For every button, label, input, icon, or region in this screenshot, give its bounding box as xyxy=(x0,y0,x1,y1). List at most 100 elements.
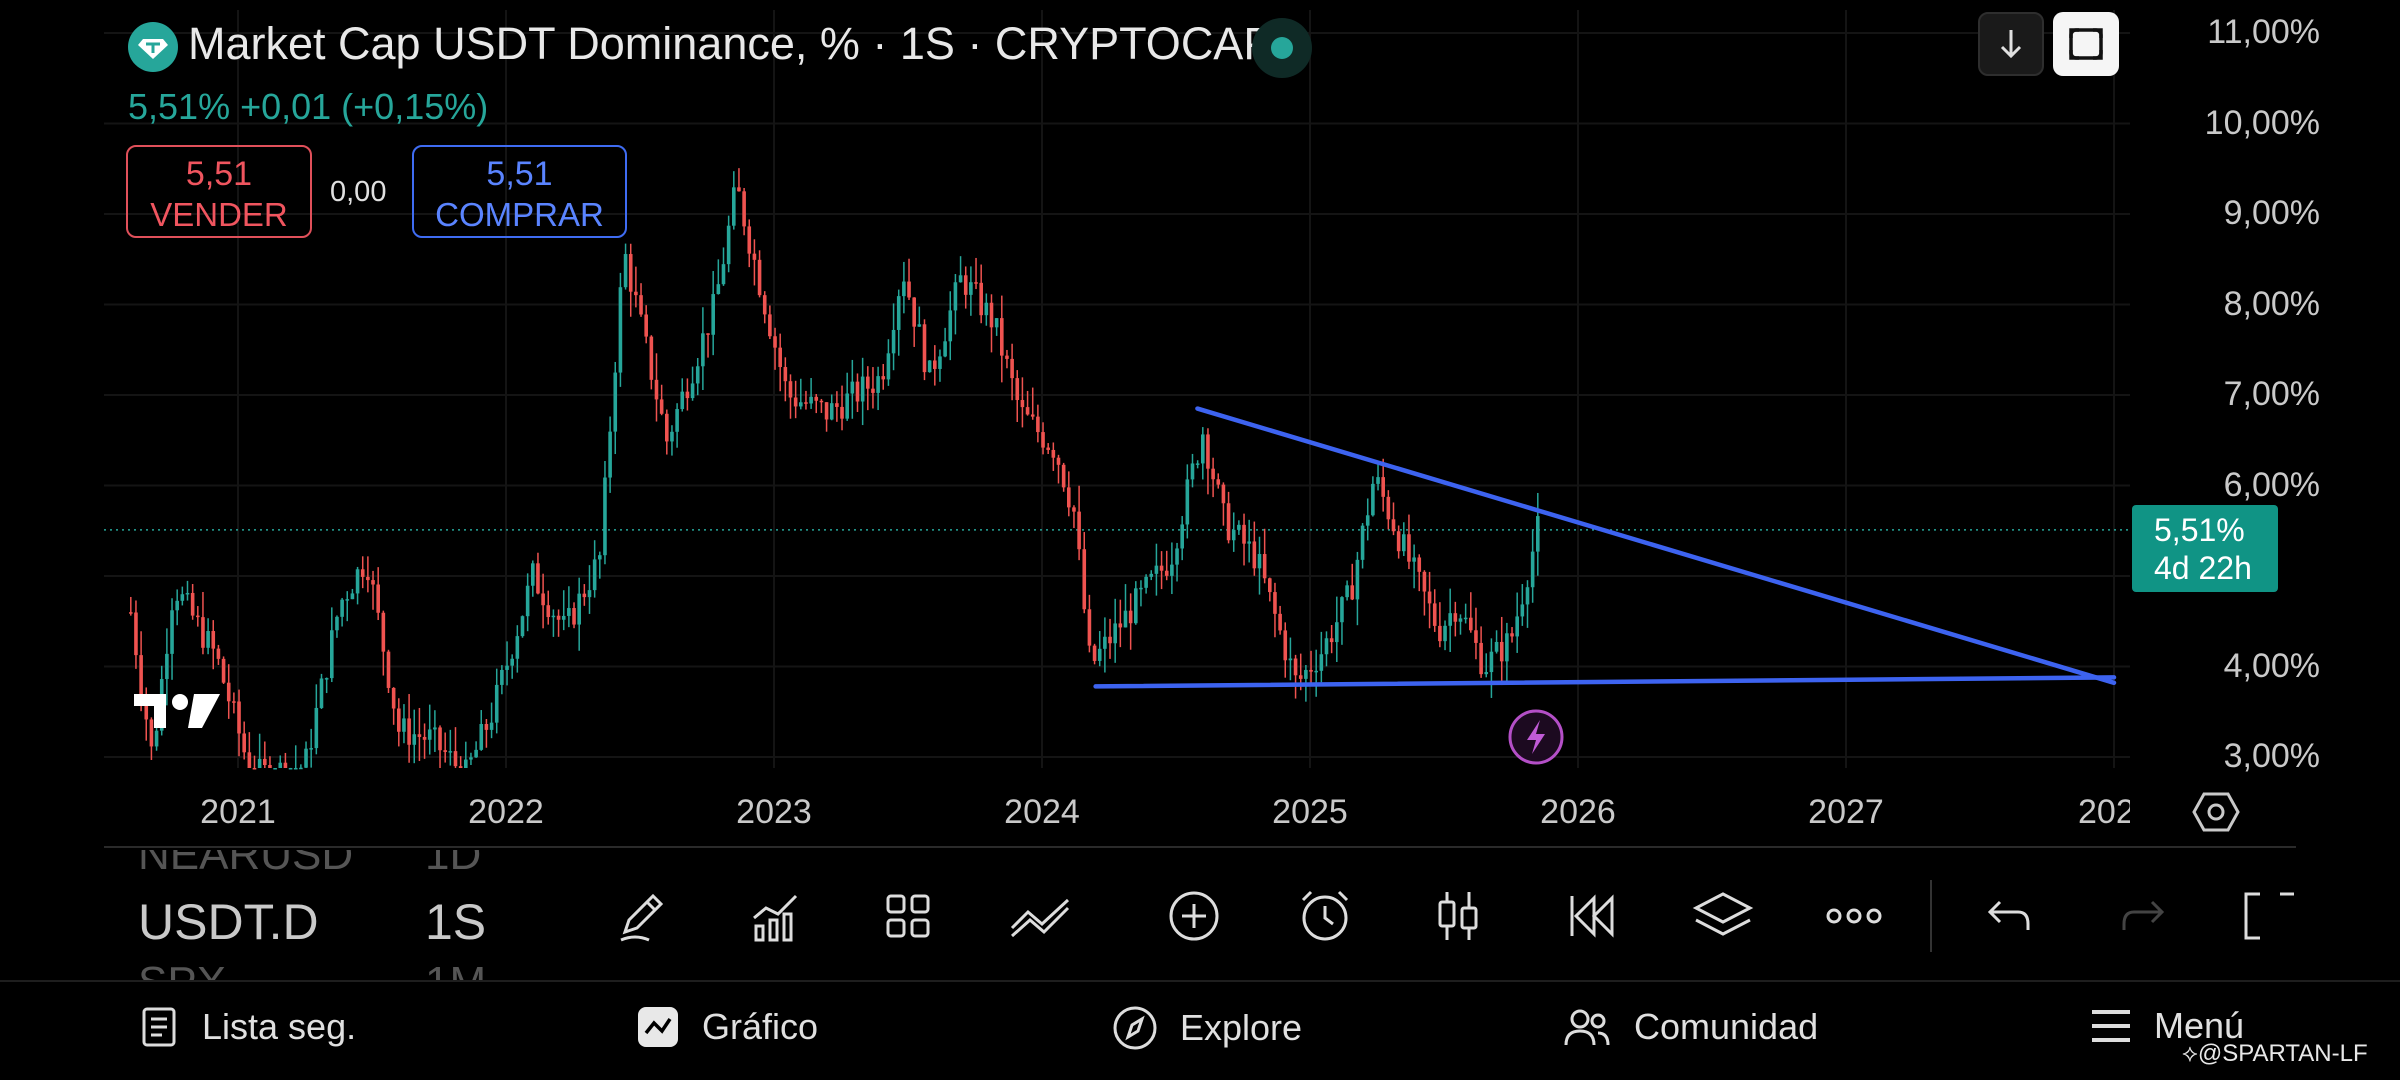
candle-body xyxy=(747,226,752,254)
templates-icon[interactable] xyxy=(880,888,936,944)
undo-icon[interactable] xyxy=(1982,888,2038,944)
spread-value: 0,00 xyxy=(330,176,387,208)
candle-body xyxy=(788,381,793,398)
candle-body xyxy=(232,701,236,703)
candle-body xyxy=(381,612,386,652)
candle-body xyxy=(1417,557,1422,572)
candle-body xyxy=(773,336,777,348)
candle-body xyxy=(1113,623,1117,644)
candle-body xyxy=(835,403,839,407)
candle-body xyxy=(572,608,576,625)
nav-explore[interactable]: Explore xyxy=(1112,1005,1302,1051)
alert-clock-icon[interactable] xyxy=(1297,888,1353,944)
sell-button[interactable]: 5,51 VENDER xyxy=(126,145,312,238)
candle-body xyxy=(912,297,916,327)
candle-body xyxy=(247,752,252,768)
market-status-icon[interactable] xyxy=(1252,18,1312,78)
price-chart[interactable] xyxy=(0,0,2400,850)
indicators-icon[interactable] xyxy=(748,888,804,944)
candle-body xyxy=(206,631,210,648)
candle-body xyxy=(448,751,453,753)
candle-body xyxy=(701,333,705,367)
candle-body xyxy=(1180,524,1184,549)
candle-body xyxy=(933,360,937,369)
draw-pencil-icon[interactable] xyxy=(615,888,671,944)
nav-chart[interactable]: Gráfico xyxy=(636,1005,818,1049)
candle-body xyxy=(402,718,406,732)
download-button[interactable] xyxy=(1978,12,2044,76)
candle-body xyxy=(860,376,865,402)
candle-body xyxy=(706,333,710,335)
candle-body xyxy=(330,630,334,679)
candle-body xyxy=(417,734,422,737)
candle-body xyxy=(943,341,947,357)
timeframe-prev[interactable]: 1D xyxy=(425,830,482,879)
event-lightning-icon[interactable] xyxy=(1507,708,1565,766)
candle-body xyxy=(963,275,968,295)
candle-body xyxy=(366,576,370,581)
candle-body xyxy=(273,768,277,770)
candle-body xyxy=(948,310,953,342)
candle-body xyxy=(1144,576,1148,588)
candles-layer xyxy=(129,168,1540,770)
redo-icon[interactable] xyxy=(2114,888,2170,944)
y-tick-label: 3,00% xyxy=(2223,737,2320,775)
candle-body xyxy=(355,569,360,594)
candle-body xyxy=(1128,610,1133,624)
layers-icon[interactable] xyxy=(1692,888,1754,944)
timeframe-next[interactable]: 1M xyxy=(425,958,486,980)
symbol-next[interactable]: SPX xyxy=(138,958,226,980)
candle-body xyxy=(886,353,891,380)
watermark: ⟡@SPARTAN-LF xyxy=(2182,1040,2368,1068)
candle-body xyxy=(891,329,896,354)
candle-body xyxy=(350,593,355,600)
candle-body xyxy=(582,593,587,598)
candle-body xyxy=(639,295,643,315)
candle-body xyxy=(732,187,736,226)
candle-body xyxy=(1474,630,1478,643)
candle-body xyxy=(721,264,726,285)
candle-body xyxy=(1335,622,1339,643)
symbol-title[interactable]: Market Cap USDT Dominance, % · 1S · CRYP… xyxy=(188,18,1274,69)
candle-body xyxy=(458,766,463,768)
nav-menu[interactable]: Menú xyxy=(2090,1005,2244,1047)
candle-body xyxy=(670,431,674,442)
candle-body xyxy=(1061,464,1066,488)
candle-body xyxy=(1247,541,1251,544)
trendline-tool-icon[interactable] xyxy=(1008,888,1072,944)
candle-type-icon[interactable] xyxy=(1430,888,1486,944)
candle-body xyxy=(139,655,143,696)
candle-body xyxy=(907,281,911,298)
timeframe-selector[interactable]: 1S xyxy=(425,894,487,950)
candle-body xyxy=(984,302,989,316)
candle-body xyxy=(871,388,875,393)
nav-watchlist[interactable]: Lista seg. xyxy=(140,1005,356,1049)
candle-body xyxy=(1170,564,1174,576)
toolbar-separator xyxy=(1930,880,1932,952)
toolbar-fullscreen-icon[interactable] xyxy=(2240,888,2294,944)
candle-body xyxy=(1355,559,1360,600)
fullscreen-button[interactable] xyxy=(2053,12,2119,76)
candle-body xyxy=(866,376,870,389)
candle-body xyxy=(268,765,272,768)
candle-body xyxy=(829,403,834,420)
more-icon[interactable] xyxy=(1824,888,1884,944)
add-icon[interactable] xyxy=(1166,888,1222,944)
candle-body xyxy=(1319,654,1324,671)
candle-body xyxy=(1298,675,1303,679)
y-tick-label: 8,00% xyxy=(2223,284,2320,323)
candle-body xyxy=(190,592,195,616)
candle-body xyxy=(1164,570,1169,576)
candle-body xyxy=(551,615,556,618)
candle-body xyxy=(1340,597,1344,623)
nav-community[interactable]: Comunidad xyxy=(1562,1005,1818,1049)
symbol-prev[interactable]: NEARUSD xyxy=(138,830,354,879)
candle-body xyxy=(314,707,319,749)
candle-body xyxy=(1175,548,1179,565)
candle-body xyxy=(510,658,514,666)
settings-hex-icon[interactable] xyxy=(2192,790,2240,834)
symbol-selector[interactable]: USDT.D xyxy=(138,894,319,950)
replay-icon[interactable] xyxy=(1562,888,1618,944)
candle-body xyxy=(654,379,659,400)
buy-button[interactable]: 5,51 COMPRAR xyxy=(412,145,627,238)
